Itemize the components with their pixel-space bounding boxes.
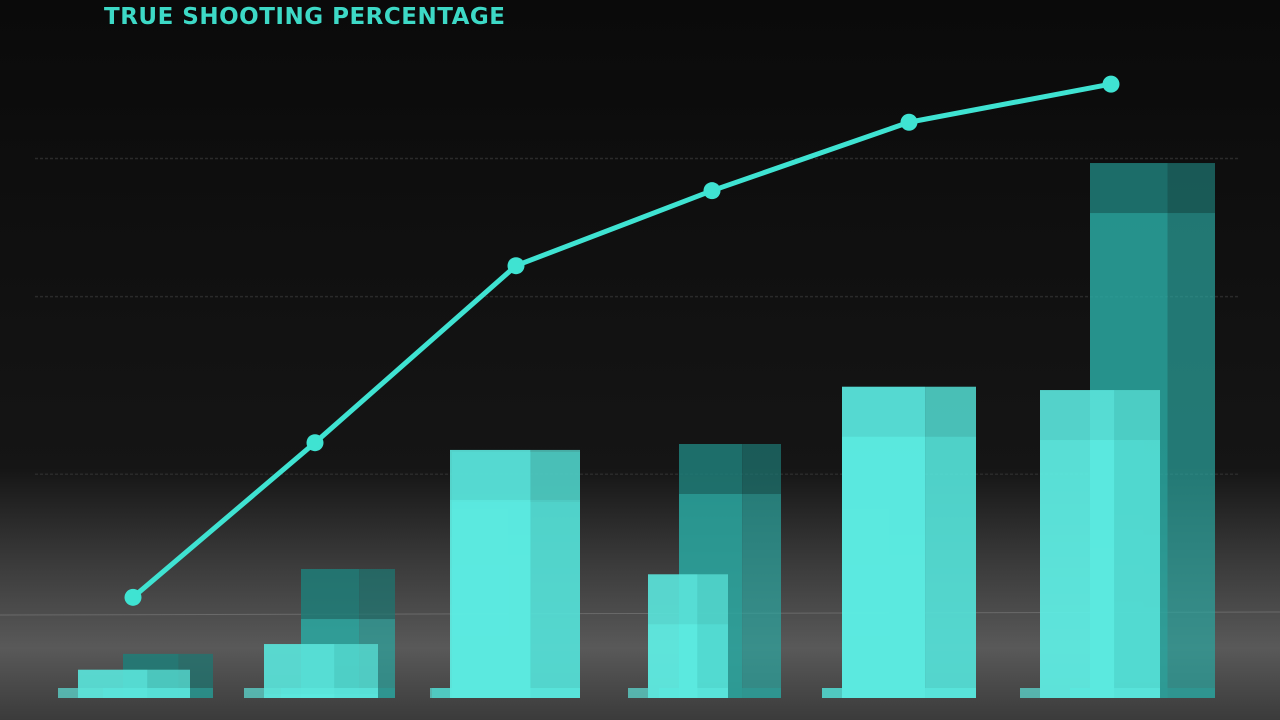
- bar-base: [822, 688, 976, 698]
- front-bar: [822, 386, 976, 698]
- bar-cap: [842, 386, 976, 437]
- front-bar: [244, 644, 378, 698]
- bar-side: [925, 386, 976, 698]
- front-bar: [1020, 390, 1160, 698]
- bar-cap: [301, 569, 395, 620]
- bar-base: [628, 688, 728, 698]
- bar-base: [244, 688, 378, 698]
- bar-side: [1114, 390, 1160, 698]
- bar-face: [1040, 390, 1115, 698]
- bar-side: [1167, 163, 1215, 698]
- bar-cap: [450, 449, 580, 500]
- bar-face: [450, 449, 531, 698]
- front-bar: [58, 669, 190, 698]
- bar-face: [648, 574, 698, 698]
- line-point: [703, 182, 721, 200]
- front-bar: [628, 574, 728, 698]
- line-point: [900, 113, 918, 131]
- bar-side: [697, 574, 728, 698]
- line-point: [507, 257, 525, 275]
- chart-title: TRUE SHOOTING PERCENTAGE: [104, 4, 506, 30]
- bar-cap: [679, 444, 781, 495]
- bar-face: [842, 386, 926, 698]
- bar-cap: [648, 574, 728, 625]
- bar-cap: [264, 644, 378, 695]
- bar-side: [742, 444, 781, 698]
- line-series: [131, 81, 1112, 600]
- bar-cap: [1090, 163, 1215, 214]
- bar-base: [430, 688, 580, 698]
- line-point: [306, 434, 324, 452]
- line-point: [1102, 75, 1120, 93]
- bar-base: [58, 688, 190, 698]
- line-point: [124, 588, 142, 606]
- bar-side: [530, 449, 580, 698]
- front-bar: [430, 449, 580, 698]
- bar-base: [1020, 688, 1160, 698]
- bar-cap: [1040, 390, 1160, 441]
